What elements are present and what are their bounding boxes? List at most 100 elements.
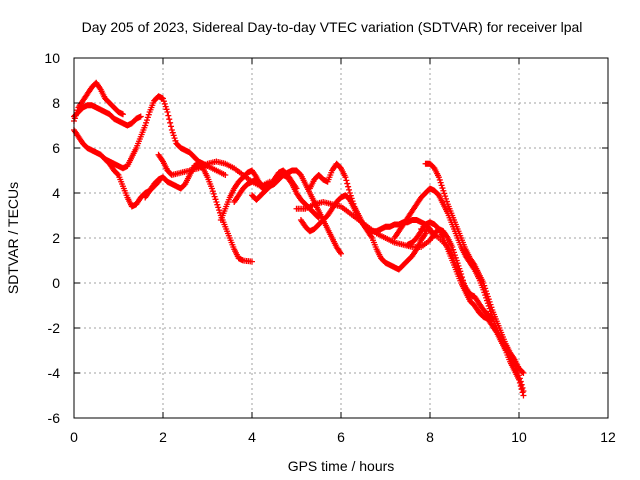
data-point: [450, 246, 457, 253]
data-point: [342, 174, 349, 181]
data-point: [216, 207, 223, 214]
x-tick-label: 2: [159, 429, 167, 445]
data-point: [171, 135, 178, 142]
series-track-2: [71, 102, 144, 129]
data-point: [160, 95, 166, 102]
data-point: [422, 230, 429, 237]
data-point: [343, 177, 350, 184]
data-point: [345, 183, 352, 190]
series-track-1: [71, 79, 126, 124]
data-point: [487, 301, 494, 308]
data-point: [347, 192, 354, 199]
data-point: [215, 204, 222, 211]
data-point: [211, 193, 218, 200]
data-point: [488, 304, 495, 311]
series-track-5: [142, 160, 255, 265]
data-point: [350, 200, 357, 207]
data-point: [212, 196, 219, 203]
data-point: [482, 285, 489, 292]
x-tick-label: 10: [511, 429, 527, 445]
data-point: [488, 315, 495, 322]
data-point: [440, 187, 447, 194]
data-point: [169, 129, 176, 136]
series-track-14: [422, 160, 527, 376]
y-tick-label: 4: [52, 185, 60, 201]
data-point: [166, 116, 173, 123]
y-tick-label: 10: [44, 50, 60, 66]
data-point: [443, 195, 450, 202]
data-point: [164, 109, 171, 115]
data-point: [516, 376, 522, 383]
data-point: [338, 250, 344, 257]
data-point: [222, 172, 229, 178]
data-point: [163, 106, 170, 113]
x-tick-label: 4: [248, 429, 256, 445]
x-tick-label: 12: [600, 429, 616, 445]
y-tick-label: -4: [48, 365, 61, 381]
x-tick-label: 0: [70, 429, 78, 445]
data-point: [435, 174, 442, 181]
data-point: [516, 379, 523, 386]
data-point: [208, 185, 215, 192]
data-point: [485, 296, 492, 303]
data-point: [443, 198, 450, 205]
data-point: [518, 386, 525, 393]
x-tick-label: 6: [337, 429, 345, 445]
data-point: [441, 190, 448, 197]
data-points: [71, 79, 527, 399]
data-point: [438, 182, 445, 189]
series-track-13: [391, 185, 527, 394]
series-track-4: [102, 93, 229, 178]
data-point: [436, 176, 443, 183]
data-point: [486, 298, 493, 305]
data-point: [119, 111, 126, 118]
data-point: [520, 392, 527, 399]
chart-title: Day 205 of 2023, Sidereal Day-to-day VTE…: [82, 19, 583, 35]
data-point: [483, 290, 490, 297]
data-point: [168, 127, 175, 133]
y-tick-label: 8: [52, 95, 60, 111]
data-point: [168, 123, 175, 130]
y-tick-label: 6: [52, 140, 60, 156]
data-point: [480, 280, 487, 286]
data-point: [346, 190, 353, 196]
data-point: [249, 258, 255, 265]
data-point: [519, 369, 526, 376]
data-point: [145, 111, 152, 118]
data-point: [346, 186, 353, 193]
data-point: [483, 288, 490, 295]
data-point: [484, 293, 491, 300]
data-point: [143, 119, 150, 126]
data-point: [172, 137, 179, 144]
data-point: [167, 119, 174, 126]
y-tick-label: 2: [52, 230, 60, 246]
data-point: [143, 117, 150, 124]
data-point: [161, 100, 168, 107]
data-point: [165, 112, 172, 119]
data-point: [344, 180, 351, 187]
data-point: [481, 282, 488, 289]
data-point: [451, 252, 458, 259]
data-point: [144, 114, 151, 121]
data-point: [210, 190, 217, 197]
data-point: [209, 188, 216, 195]
data-point: [520, 370, 527, 376]
series-track-9: [249, 167, 344, 257]
data-point: [170, 132, 177, 139]
data-point: [489, 316, 496, 322]
y-tick-label: 0: [52, 275, 60, 291]
series-track-16: [418, 226, 496, 322]
grid-lines: [74, 58, 608, 418]
data-point: [162, 103, 169, 110]
data-point: [137, 113, 144, 120]
y-tick-label: -2: [48, 320, 61, 336]
data-point: [142, 122, 149, 129]
y-axis-label: SDTVAR / TECUs: [5, 182, 21, 294]
axis-ticks: 0 2 4 6 8 10 12 -6 -4 -2 0 2 4 6 8 10: [44, 50, 616, 445]
x-tick-label: 8: [426, 429, 434, 445]
data-point: [437, 179, 444, 186]
data-point: [160, 98, 167, 105]
data-point: [442, 193, 449, 200]
x-axis-label: GPS time / hours: [288, 458, 395, 474]
